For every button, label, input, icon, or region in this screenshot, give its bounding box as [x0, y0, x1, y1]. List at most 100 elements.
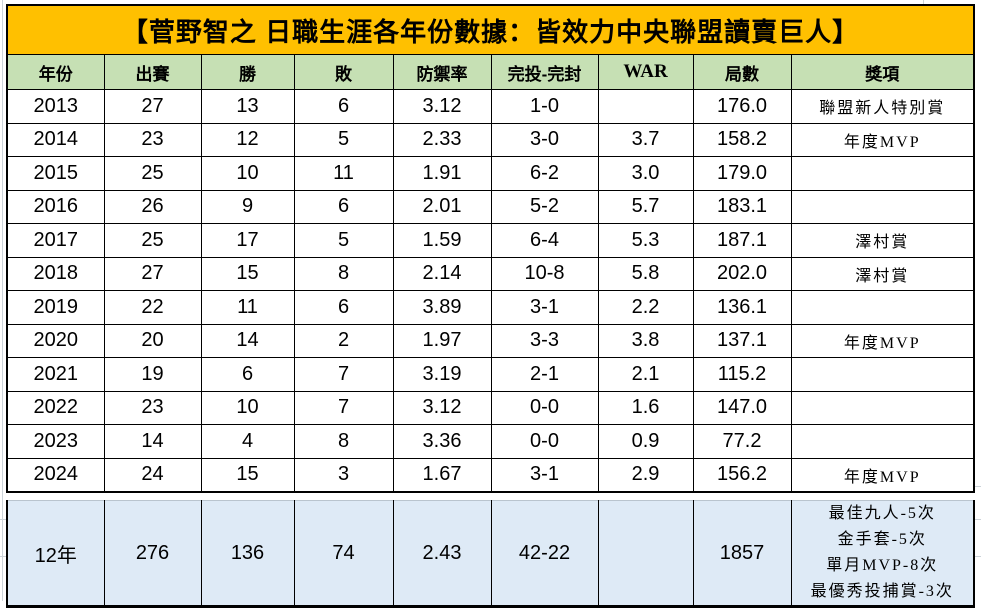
cell-2019-year[interactable]: 2019 [6, 290, 105, 325]
cell-2017-era[interactable]: 1.59 [392, 223, 492, 258]
cell-2023-year[interactable]: 2023 [6, 424, 105, 459]
cell-2022-awards[interactable] [790, 390, 975, 425]
cell-2018-games[interactable]: 27 [103, 256, 202, 291]
cell-2014-awards[interactable]: 年度MVP [790, 122, 975, 157]
cell-2013-losses[interactable]: 6 [293, 89, 394, 124]
cell-2017-war[interactable]: 5.3 [597, 223, 694, 258]
header-cell-wins[interactable]: 勝 [200, 54, 295, 90]
summary-cell-cg_sho[interactable]: 42-22 [490, 500, 599, 607]
summary-cell-war[interactable] [597, 500, 694, 607]
cell-2024-year[interactable]: 2024 [6, 457, 105, 493]
cell-2020-innings[interactable]: 137.1 [692, 323, 792, 358]
summary-cell-wins[interactable]: 136 [200, 500, 295, 607]
cell-2019-awards[interactable] [790, 290, 975, 325]
cell-2020-year[interactable]: 2020 [6, 323, 105, 358]
cell-2018-year[interactable]: 2018 [6, 256, 105, 291]
cell-2014-era[interactable]: 2.33 [392, 122, 492, 157]
cell-2024-wins[interactable]: 15 [200, 457, 295, 493]
cell-2018-innings[interactable]: 202.0 [692, 256, 792, 291]
cell-2023-awards[interactable] [790, 424, 975, 459]
cell-2014-wins[interactable]: 12 [200, 122, 295, 157]
cell-2021-innings[interactable]: 115.2 [692, 357, 792, 392]
cell-2016-cg_sho[interactable]: 5-2 [490, 189, 599, 224]
cell-2015-awards[interactable] [790, 156, 975, 191]
cell-2019-losses[interactable]: 6 [293, 290, 394, 325]
cell-2023-war[interactable]: 0.9 [597, 424, 694, 459]
cell-2014-year[interactable]: 2014 [6, 122, 105, 157]
cell-2013-era[interactable]: 3.12 [392, 89, 492, 124]
cell-2018-awards[interactable]: 澤村賞 [790, 256, 975, 291]
cell-2019-wins[interactable]: 11 [200, 290, 295, 325]
cell-2017-year[interactable]: 2017 [6, 223, 105, 258]
cell-2023-wins[interactable]: 4 [200, 424, 295, 459]
cell-2014-innings[interactable]: 158.2 [692, 122, 792, 157]
cell-2013-war[interactable] [597, 89, 694, 124]
header-cell-awards[interactable]: 獎項 [790, 54, 975, 90]
cell-2021-awards[interactable] [790, 357, 975, 392]
cell-2015-innings[interactable]: 179.0 [692, 156, 792, 191]
cell-2019-games[interactable]: 22 [103, 290, 202, 325]
cell-2016-losses[interactable]: 6 [293, 189, 394, 224]
cell-2024-cg_sho[interactable]: 3-1 [490, 457, 599, 493]
cell-2013-year[interactable]: 2013 [6, 89, 105, 124]
cell-2023-games[interactable]: 14 [103, 424, 202, 459]
cell-2021-wins[interactable]: 6 [200, 357, 295, 392]
header-cell-games[interactable]: 出賽 [103, 54, 202, 90]
summary-cell-losses[interactable]: 74 [293, 500, 394, 607]
cell-2014-cg_sho[interactable]: 3-0 [490, 122, 599, 157]
cell-2019-innings[interactable]: 136.1 [692, 290, 792, 325]
cell-2024-losses[interactable]: 3 [293, 457, 394, 493]
summary-cell-year[interactable]: 12年 [6, 500, 105, 607]
cell-2016-awards[interactable] [790, 189, 975, 224]
cell-2018-era[interactable]: 2.14 [392, 256, 492, 291]
cell-2017-games[interactable]: 25 [103, 223, 202, 258]
cell-2024-war[interactable]: 2.9 [597, 457, 694, 493]
cell-2015-war[interactable]: 3.0 [597, 156, 694, 191]
cell-2020-awards[interactable]: 年度MVP [790, 323, 975, 358]
cell-2019-cg_sho[interactable]: 3-1 [490, 290, 599, 325]
cell-2013-innings[interactable]: 176.0 [692, 89, 792, 124]
cell-2021-games[interactable]: 19 [103, 357, 202, 392]
cell-2022-year[interactable]: 2022 [6, 390, 105, 425]
cell-2013-cg_sho[interactable]: 1-0 [490, 89, 599, 124]
summary-cell-era[interactable]: 2.43 [392, 500, 492, 607]
cell-2013-games[interactable]: 27 [103, 89, 202, 124]
cell-2024-games[interactable]: 24 [103, 457, 202, 493]
cell-2016-innings[interactable]: 183.1 [692, 189, 792, 224]
header-cell-cg_sho[interactable]: 完投-完封 [490, 54, 599, 90]
header-cell-losses[interactable]: 敗 [293, 54, 394, 90]
summary-cell-games[interactable]: 276 [103, 500, 202, 607]
cell-2021-year[interactable]: 2021 [6, 357, 105, 392]
header-cell-war[interactable]: WAR [597, 54, 694, 90]
cell-2022-innings[interactable]: 147.0 [692, 390, 792, 425]
cell-2016-era[interactable]: 2.01 [392, 189, 492, 224]
cell-2019-war[interactable]: 2.2 [597, 290, 694, 325]
cell-2023-cg_sho[interactable]: 0-0 [490, 424, 599, 459]
cell-2014-games[interactable]: 23 [103, 122, 202, 157]
cell-2020-games[interactable]: 20 [103, 323, 202, 358]
cell-2020-cg_sho[interactable]: 3-3 [490, 323, 599, 358]
cell-2018-cg_sho[interactable]: 10-8 [490, 256, 599, 291]
cell-2022-era[interactable]: 3.12 [392, 390, 492, 425]
cell-2021-losses[interactable]: 7 [293, 357, 394, 392]
cell-2017-wins[interactable]: 17 [200, 223, 295, 258]
cell-2022-wins[interactable]: 10 [200, 390, 295, 425]
cell-2020-wins[interactable]: 14 [200, 323, 295, 358]
header-cell-era[interactable]: 防禦率 [392, 54, 492, 90]
cell-2018-wins[interactable]: 15 [200, 256, 295, 291]
cell-2024-awards[interactable]: 年度MVP [790, 457, 975, 493]
cell-2020-war[interactable]: 3.8 [597, 323, 694, 358]
cell-2015-wins[interactable]: 10 [200, 156, 295, 191]
summary-cell-awards[interactable]: 最佳九人-5次 金手套-5次 單月MVP-8次 最優秀投捕賞-3次 [790, 500, 975, 607]
cell-2018-war[interactable]: 5.8 [597, 256, 694, 291]
cell-2020-losses[interactable]: 2 [293, 323, 394, 358]
cell-2021-era[interactable]: 3.19 [392, 357, 492, 392]
cell-2016-games[interactable]: 26 [103, 189, 202, 224]
cell-2015-losses[interactable]: 11 [293, 156, 394, 191]
cell-2017-losses[interactable]: 5 [293, 223, 394, 258]
cell-2022-war[interactable]: 1.6 [597, 390, 694, 425]
cell-2022-games[interactable]: 23 [103, 390, 202, 425]
cell-2017-cg_sho[interactable]: 6-4 [490, 223, 599, 258]
cell-2017-innings[interactable]: 187.1 [692, 223, 792, 258]
cell-2023-era[interactable]: 3.36 [392, 424, 492, 459]
